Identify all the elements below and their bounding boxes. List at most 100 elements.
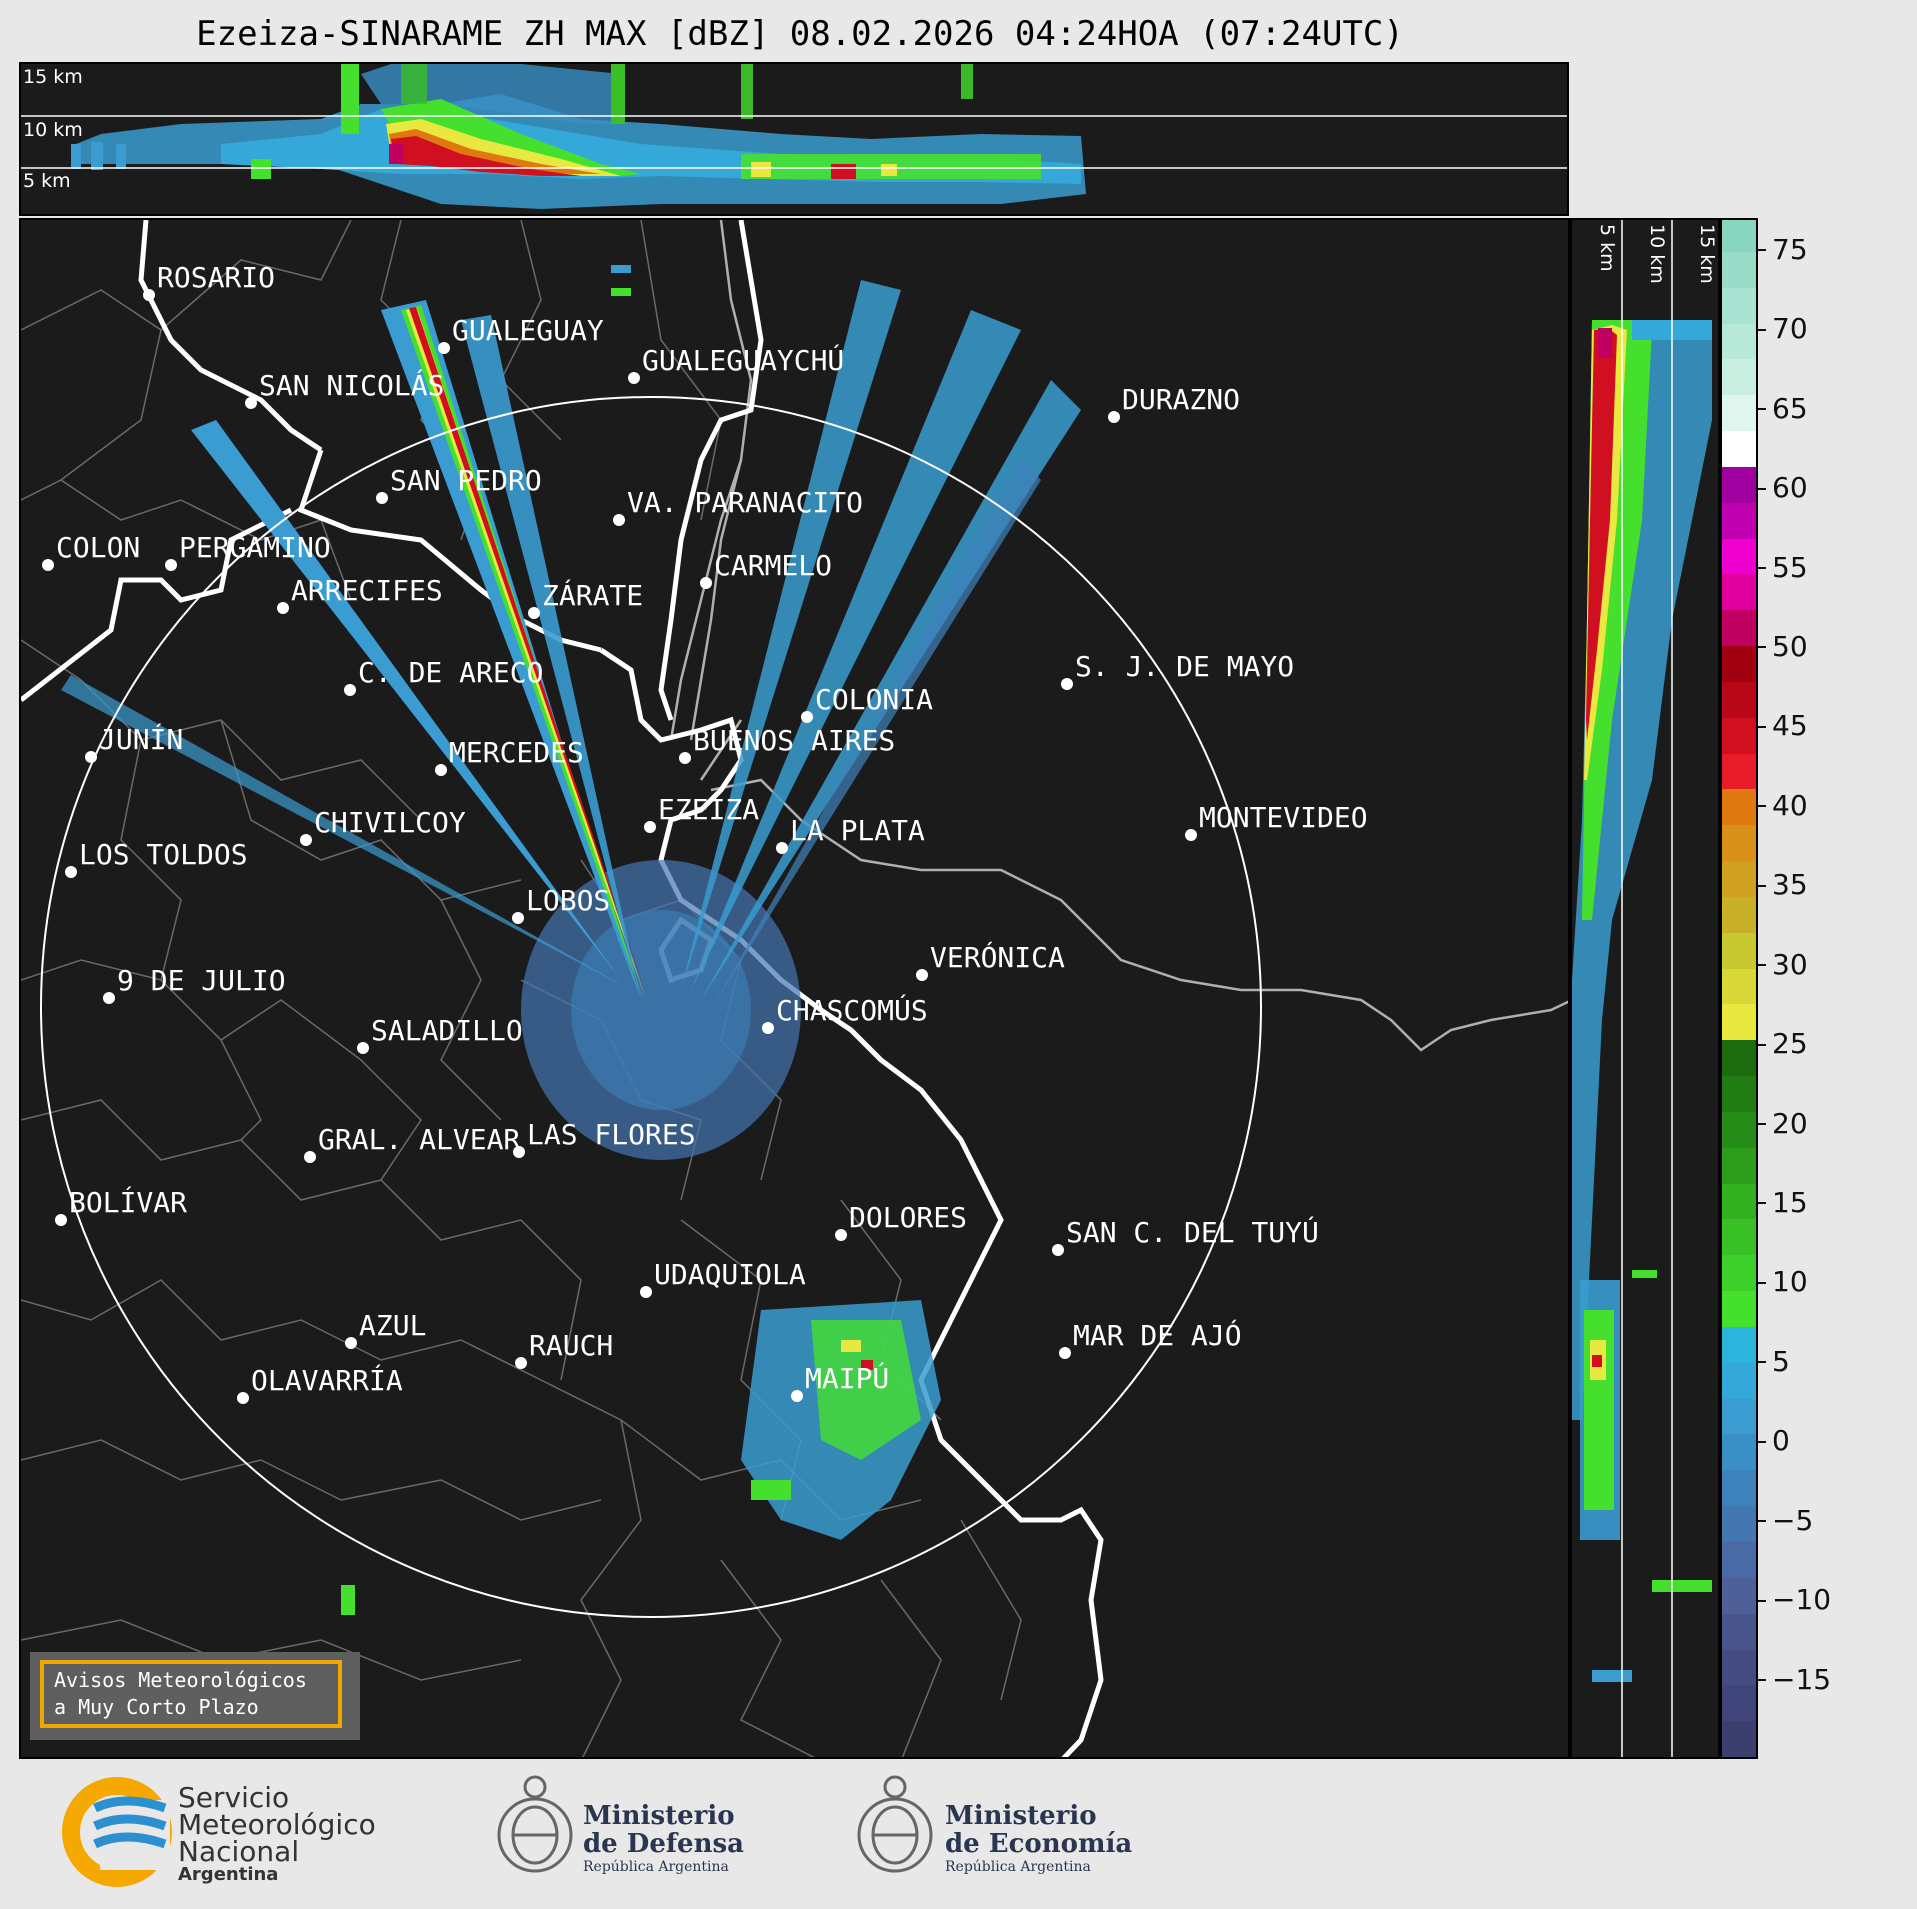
smn-name-line-2: Meteorológico xyxy=(178,1808,376,1841)
colorbar-swatch xyxy=(1722,220,1756,252)
colorbar-swatch xyxy=(1722,394,1756,432)
colorbar-swatch xyxy=(1722,1075,1756,1112)
colorbar-tick-label: −5 xyxy=(1758,1504,1813,1537)
city-label: COLON xyxy=(56,531,140,564)
city-marker-icon[interactable] xyxy=(237,1392,249,1404)
city-marker-icon[interactable] xyxy=(435,764,447,776)
colorbar-swatch xyxy=(1722,250,1756,288)
city-marker-icon[interactable] xyxy=(613,514,625,526)
colorbar-swatch xyxy=(1722,322,1756,360)
city-marker-icon[interactable] xyxy=(103,992,115,1004)
city-marker-icon[interactable] xyxy=(776,842,788,854)
colorbar-swatch xyxy=(1722,1612,1756,1650)
colorbar-swatch xyxy=(1722,788,1756,826)
city-marker-icon[interactable] xyxy=(143,289,155,301)
colorbar-swatch xyxy=(1722,1541,1756,1578)
notice-box[interactable]: Avisos Meteorológicos a Muy Corto Plazo xyxy=(30,1652,360,1740)
city-marker-icon[interactable] xyxy=(791,1390,803,1402)
city-marker-icon[interactable] xyxy=(679,752,691,764)
top-level-label: 10 km xyxy=(23,119,83,141)
city-marker-icon[interactable] xyxy=(376,492,388,504)
colorbar-tick-label: 20 xyxy=(1758,1107,1808,1140)
colorbar-swatch xyxy=(1722,1684,1756,1722)
right-level-label: 15 km xyxy=(1696,224,1718,284)
city-marker-icon[interactable] xyxy=(85,751,97,763)
city-label: RAUCH xyxy=(529,1329,613,1362)
city-label: JUNÍN xyxy=(99,722,183,756)
economia-line-1: Ministerio xyxy=(945,1801,1097,1831)
colorbar-swatch xyxy=(1722,1720,1756,1757)
city-marker-icon[interactable] xyxy=(55,1214,67,1226)
city-label: LAS FLORES xyxy=(527,1118,696,1151)
city-label: EZEIZA xyxy=(658,793,759,826)
defensa-line-2: de Defensa xyxy=(583,1829,744,1859)
colorbar-swatch xyxy=(1722,1433,1756,1471)
city-marker-icon[interactable] xyxy=(277,602,289,614)
city-label: CHASCOMÚS xyxy=(776,993,928,1027)
defensa-line-3: República Argentina xyxy=(583,1859,729,1875)
colorbar-ticks: 75 70 65 60 55 50 45 40 35 30 25 20 15 10 5 0 −5 −10 −15 xyxy=(1758,218,1908,1759)
colorbar-swatch xyxy=(1722,1648,1756,1686)
city-marker-icon[interactable] xyxy=(700,577,712,589)
colorbar-swatch xyxy=(1722,501,1756,539)
page-title: Ezeiza-SINARAME ZH MAX [dBZ] 08.02.2026 … xyxy=(196,14,1404,54)
city-marker-icon[interactable] xyxy=(65,866,77,878)
city-marker-icon[interactable] xyxy=(801,711,813,723)
city-marker-icon[interactable] xyxy=(1052,1244,1064,1256)
colorbar-tick-label: 75 xyxy=(1758,233,1808,266)
notice-line-1: Avisos Meteorológicos xyxy=(54,1668,307,1692)
city-marker-icon[interactable] xyxy=(628,372,640,384)
city-label: LOBOS xyxy=(526,884,610,917)
city-marker-icon[interactable] xyxy=(1061,678,1073,690)
city-marker-icon[interactable] xyxy=(42,559,54,571)
colorbar-swatch xyxy=(1722,358,1756,396)
city-marker-icon[interactable] xyxy=(916,969,928,981)
city-marker-icon[interactable] xyxy=(644,821,656,833)
city-marker-icon[interactable] xyxy=(1185,829,1197,841)
city-marker-icon[interactable] xyxy=(304,1151,316,1163)
city-marker-icon[interactable] xyxy=(835,1229,847,1241)
colorbar-tick-label: 70 xyxy=(1758,312,1808,345)
city-marker-icon[interactable] xyxy=(438,342,450,354)
top-level-label: 5 km xyxy=(23,170,71,192)
city-marker-icon[interactable] xyxy=(640,1286,652,1298)
colorbar-swatch xyxy=(1722,430,1756,467)
city-marker-icon[interactable] xyxy=(512,912,524,924)
economia-line-3: República Argentina xyxy=(945,1859,1091,1875)
colorbar-tick-label: 0 xyxy=(1758,1424,1790,1457)
radar-map[interactable]: ROSARIO GUALEGUAYCHÚ GUALEGUAY SAN NICOLÁS D… xyxy=(19,218,1570,1759)
city-label: BOLÍVAR xyxy=(69,1185,187,1219)
city-marker-icon[interactable] xyxy=(528,607,540,619)
city-marker-icon[interactable] xyxy=(345,1337,357,1349)
city-marker-icon[interactable] xyxy=(245,397,257,409)
city-label: LA PLATA xyxy=(790,814,925,847)
city-label: MAIPÚ xyxy=(805,1361,889,1395)
colorbar-tick-label: 35 xyxy=(1758,868,1808,901)
city-marker-icon[interactable] xyxy=(165,559,177,571)
city-label: ZÁRATE xyxy=(542,578,643,612)
city-label: C. DE ARECO xyxy=(358,656,543,689)
city-label: UDAQUIOLA xyxy=(654,1258,806,1291)
city-label: 9 DE JULIO xyxy=(117,964,286,997)
city-marker-icon[interactable] xyxy=(1108,411,1120,423)
colorbar-swatch xyxy=(1722,680,1756,718)
colorbar-swatch xyxy=(1722,573,1756,611)
colorbar-tick-label: 55 xyxy=(1758,551,1808,584)
city-label: SAN C. DEL TUYÚ xyxy=(1066,1215,1319,1249)
colorbar-swatch xyxy=(1722,895,1756,933)
city-marker-icon[interactable] xyxy=(357,1042,369,1054)
city-marker-icon[interactable] xyxy=(1059,1347,1071,1359)
city-marker-icon[interactable] xyxy=(515,1357,527,1369)
right-cross-section: 5 km 10 km 15 km xyxy=(1570,218,1720,1759)
colorbar-tick-label: −10 xyxy=(1758,1583,1831,1616)
colorbar-tick-label: 5 xyxy=(1758,1345,1790,1378)
colorbar-swatch xyxy=(1722,1146,1756,1184)
city-marker-icon[interactable] xyxy=(344,684,356,696)
city-marker-icon[interactable] xyxy=(513,1146,525,1158)
city-label: BUENOS AIRES xyxy=(693,724,895,757)
city-marker-icon[interactable] xyxy=(762,1022,774,1034)
right-cross-section-graphic xyxy=(1572,220,1712,1757)
city-marker-icon[interactable] xyxy=(300,834,312,846)
city-label: MERCEDES xyxy=(449,736,584,769)
city-label: LOS TOLDOS xyxy=(79,838,248,871)
